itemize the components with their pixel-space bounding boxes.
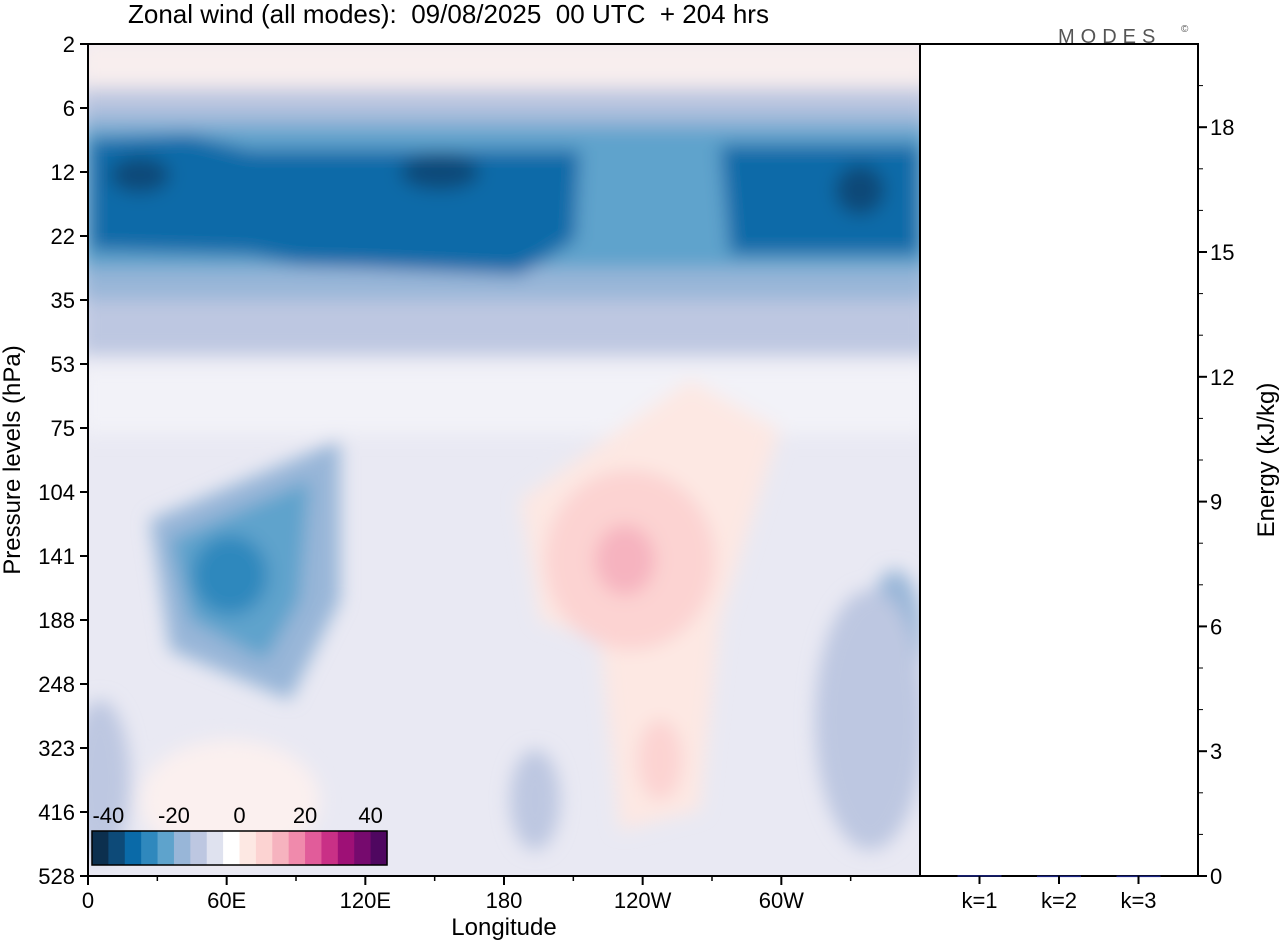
x-tick-label: 0 — [82, 888, 94, 913]
colorbar-swatch — [370, 831, 388, 865]
heatmap-field — [88, 44, 920, 876]
y-tick-label: 12 — [51, 160, 75, 185]
colorbar-swatch — [255, 831, 273, 865]
x-tick-label: 60W — [759, 888, 804, 913]
colorbar-swatch — [321, 831, 339, 865]
energy-axis-label: Energy (kJ/kg) — [1253, 383, 1280, 538]
colorbar-tick-label: -40 — [92, 803, 124, 828]
colorbar-swatch — [272, 831, 290, 865]
colorbar-frame — [91, 830, 388, 866]
colorbar-tick-label: 40 — [358, 803, 382, 828]
easterly-jet-core — [192, 535, 268, 615]
y-tick-label: 528 — [38, 864, 75, 889]
upper-near-zero-band — [88, 44, 920, 90]
colorbar-tick-label: -20 — [158, 803, 190, 828]
westerly-anomaly-core — [595, 525, 655, 595]
energy-panel-frame — [919, 43, 1199, 877]
colorbar-tick-label: 20 — [293, 803, 317, 828]
x-axis-label: Longitude — [451, 914, 556, 941]
x-tick-label: 60E — [207, 888, 246, 913]
brand-logo: MODES — [1058, 26, 1161, 48]
chart-title: Zonal wind (all modes): 09/08/2025 00 UT… — [128, 0, 769, 29]
energy-tick-label: 6 — [1210, 614, 1222, 639]
easterly-peak-2 — [110, 157, 170, 193]
westerly-lower-lobe — [638, 720, 682, 800]
colorbar-swatch — [190, 831, 208, 865]
energy-tick-label: 3 — [1210, 739, 1222, 764]
lower-near-zero-west — [140, 740, 320, 860]
energy-tick-label: 12 — [1210, 365, 1234, 390]
colorbar-swatch — [337, 831, 355, 865]
energy-bar-chart: 0 3 6 9 12 15 18 k=1 k=2 k=3 — [957, 85, 1234, 913]
colorbar-swatch — [141, 831, 159, 865]
y-tick-label: 104 — [38, 480, 75, 505]
heatmap-y-ticks: 2 6 12 22 35 53 75 104 141 188 248 323 416 528 — [38, 32, 88, 889]
pale-blue-lower-band — [88, 300, 920, 355]
y-tick-label: 2 — [63, 32, 75, 57]
easterly-peak-1 — [400, 154, 480, 190]
colorbar-swatch — [108, 831, 126, 865]
y-tick-label: 248 — [38, 672, 75, 697]
y-axis-label: Pressure levels (hPa) — [0, 345, 26, 574]
lower-easterly-central — [510, 750, 560, 850]
energy-bar — [957, 875, 1002, 877]
lower-easterly-east-wide — [815, 590, 920, 850]
energy-tick-label: 0 — [1210, 864, 1222, 889]
energy-category-label: k=2 — [1041, 888, 1077, 913]
tropopause-near-zero-band — [88, 365, 920, 435]
colorbar-tick-label: 0 — [233, 803, 245, 828]
energy-category-label: k=3 — [1120, 888, 1156, 913]
colorbar-swatch — [173, 831, 191, 865]
easterly-peak-3 — [835, 165, 885, 215]
y-tick-label: 188 — [38, 608, 75, 633]
colorbar-swatch — [354, 831, 372, 865]
energy-category-label: k=1 — [961, 888, 997, 913]
colorbar-swatch — [206, 831, 224, 865]
y-tick-label: 35 — [51, 288, 75, 313]
colorbar: -40 -20 0 20 40 — [91, 803, 388, 866]
y-tick-label: 416 — [38, 800, 75, 825]
heatmap-x-ticks: 0 60E 120E 180 120W 60W — [82, 876, 852, 913]
colorbar-swatch — [223, 831, 241, 865]
x-tick-label: 120W — [614, 888, 672, 913]
y-tick-label: 53 — [51, 352, 75, 377]
colorbar-swatch — [239, 831, 257, 865]
energy-tick-label: 9 — [1210, 490, 1222, 515]
lower-easterly-west — [88, 700, 130, 860]
easterly-band-core-east — [720, 145, 920, 255]
y-tick-label: 323 — [38, 736, 75, 761]
colorbar-swatch — [288, 831, 306, 865]
y-tick-label: 6 — [63, 96, 75, 121]
y-tick-label: 22 — [51, 224, 75, 249]
energy-tick-label: 18 — [1210, 115, 1234, 140]
y-tick-label: 75 — [51, 416, 75, 441]
energy-tick-label: 15 — [1210, 240, 1234, 265]
brand-mark: © — [1181, 24, 1189, 35]
colorbar-swatch — [124, 831, 142, 865]
y-tick-label: 141 — [38, 544, 75, 569]
colorbar-swatch — [305, 831, 323, 865]
x-tick-label: 180 — [486, 888, 523, 913]
x-tick-label: 120E — [340, 888, 391, 913]
colorbar-swatch — [157, 831, 175, 865]
colorbar-swatch — [92, 831, 109, 865]
